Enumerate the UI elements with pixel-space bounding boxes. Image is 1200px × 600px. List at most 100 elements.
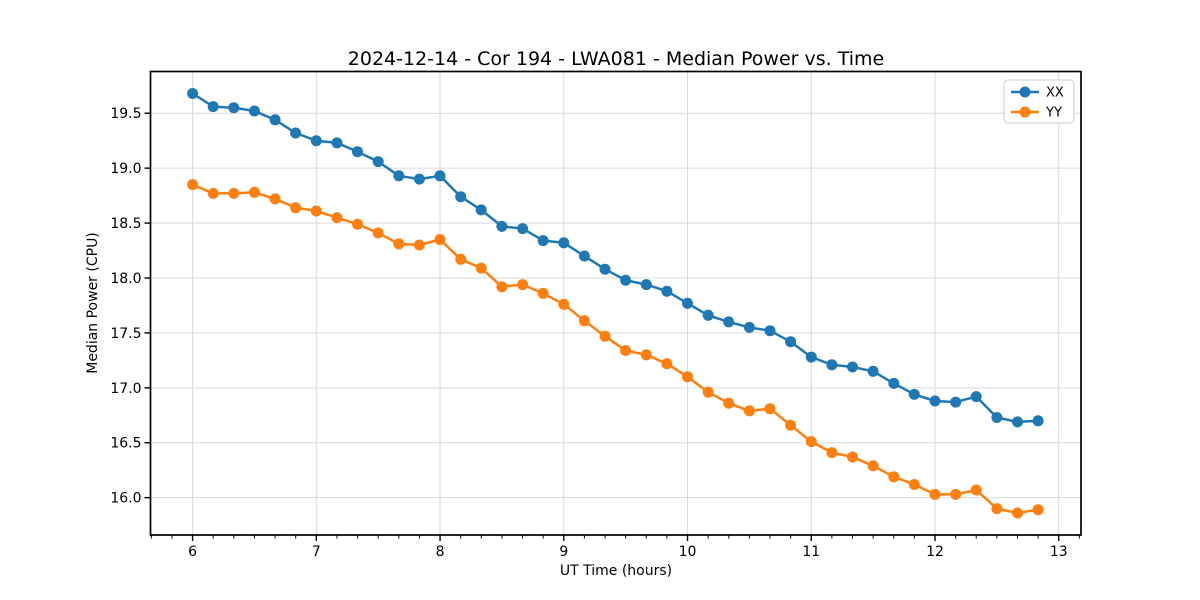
data-point-XX <box>599 263 611 275</box>
data-point-YY <box>310 205 322 217</box>
data-point-XX <box>434 170 446 182</box>
data-point-YY <box>661 358 673 370</box>
data-point-XX <box>372 156 384 168</box>
data-point-YY <box>970 484 982 496</box>
data-point-YY <box>743 405 755 417</box>
x-tick-label: 12 <box>926 544 944 560</box>
data-point-YY <box>599 330 611 342</box>
data-point-YY <box>867 460 879 472</box>
data-point-YY <box>950 488 962 500</box>
data-point-YY <box>723 397 735 409</box>
data-point-XX <box>764 325 776 337</box>
y-tick-label: 19.0 <box>110 161 141 177</box>
data-point-XX <box>496 220 508 232</box>
legend: XX YY <box>1003 79 1075 124</box>
data-point-XX <box>867 365 879 377</box>
data-point-XX <box>950 396 962 408</box>
data-point-YY <box>434 234 446 245</box>
y-tick-label: 16.5 <box>110 436 141 452</box>
data-point-YY <box>517 279 529 291</box>
data-point-YY <box>991 503 1003 515</box>
data-point-YY <box>640 349 652 361</box>
data-point-XX <box>1012 416 1023 428</box>
data-point-YY <box>908 479 920 490</box>
data-point-YY <box>1012 507 1023 519</box>
data-point-YY <box>764 403 776 415</box>
data-point-XX <box>393 170 405 182</box>
data-point-XX <box>682 297 693 309</box>
data-point-YY <box>888 471 900 483</box>
data-point-XX <box>929 395 941 407</box>
data-point-XX <box>743 321 755 333</box>
data-point-XX <box>702 309 714 321</box>
data-point-YY <box>826 447 838 459</box>
data-point-YY <box>187 179 199 191</box>
data-point-XX <box>908 388 920 400</box>
data-point-XX <box>805 351 817 363</box>
plot-border <box>149 70 1082 536</box>
data-point-YY <box>207 187 219 199</box>
x-tick-label: 6 <box>188 544 197 560</box>
data-point-YY <box>805 436 817 448</box>
y-tick-label: 17.5 <box>110 326 141 342</box>
data-point-XX <box>558 237 570 249</box>
data-point-YY <box>413 239 425 251</box>
data-point-XX <box>228 102 240 114</box>
data-point-XX <box>269 114 281 126</box>
data-point-YY <box>455 253 467 265</box>
data-point-YY <box>496 281 508 293</box>
data-point-XX <box>785 336 797 348</box>
data-point-YY <box>929 488 941 500</box>
data-point-XX <box>331 137 343 149</box>
x-tick-label: 11 <box>802 544 820 560</box>
data-point-YY <box>352 218 363 230</box>
data-point-YY <box>537 287 549 299</box>
data-point-XX <box>991 412 1003 423</box>
data-point-XX <box>578 250 590 262</box>
data-point-YY <box>475 262 487 274</box>
data-point-YY <box>682 371 693 383</box>
data-point-YY <box>847 451 858 463</box>
data-point-XX <box>475 204 487 216</box>
data-point-YY <box>269 193 281 205</box>
data-point-YY <box>578 315 590 327</box>
data-point-YY <box>558 298 570 310</box>
data-point-YY <box>785 419 797 431</box>
legend-marker-XX <box>1019 86 1031 98</box>
x-tick-label: 7 <box>312 544 321 560</box>
x-tick-label: 9 <box>559 544 568 560</box>
data-point-YY <box>1032 504 1044 516</box>
data-point-XX <box>413 173 425 185</box>
grid-layer <box>150 71 1081 535</box>
y-tick-label: 19.5 <box>110 106 141 122</box>
data-point-XX <box>517 223 529 235</box>
data-point-YY <box>228 187 240 199</box>
data-point-XX <box>847 361 858 373</box>
data-point-XX <box>620 274 632 286</box>
data-point-XX <box>290 127 302 139</box>
y-tick-label: 18.5 <box>110 216 141 232</box>
data-point-XX <box>455 191 467 203</box>
y-tick-label: 16.0 <box>110 491 141 507</box>
legend-marker-YY <box>1019 106 1031 118</box>
data-point-YY <box>393 238 405 250</box>
data-point-XX <box>826 359 838 371</box>
x-tick-label: 8 <box>436 544 445 560</box>
data-point-XX <box>187 88 199 99</box>
data-point-YY <box>248 186 260 198</box>
data-point-XX <box>1032 415 1044 427</box>
data-point-XX <box>723 316 735 328</box>
series-line-YY <box>192 183 1039 515</box>
legend-label-XX: XX <box>1046 86 1064 101</box>
data-point-XX <box>352 146 363 158</box>
data-point-YY <box>702 386 714 398</box>
x-tick-label: 10 <box>679 544 697 560</box>
data-point-YY <box>372 227 384 239</box>
data-point-YY <box>620 345 632 356</box>
data-point-YY <box>290 202 302 214</box>
data-point-XX <box>537 235 549 247</box>
data-point-YY <box>331 212 343 224</box>
y-axis-label: Median Power (CPU) <box>85 232 101 374</box>
